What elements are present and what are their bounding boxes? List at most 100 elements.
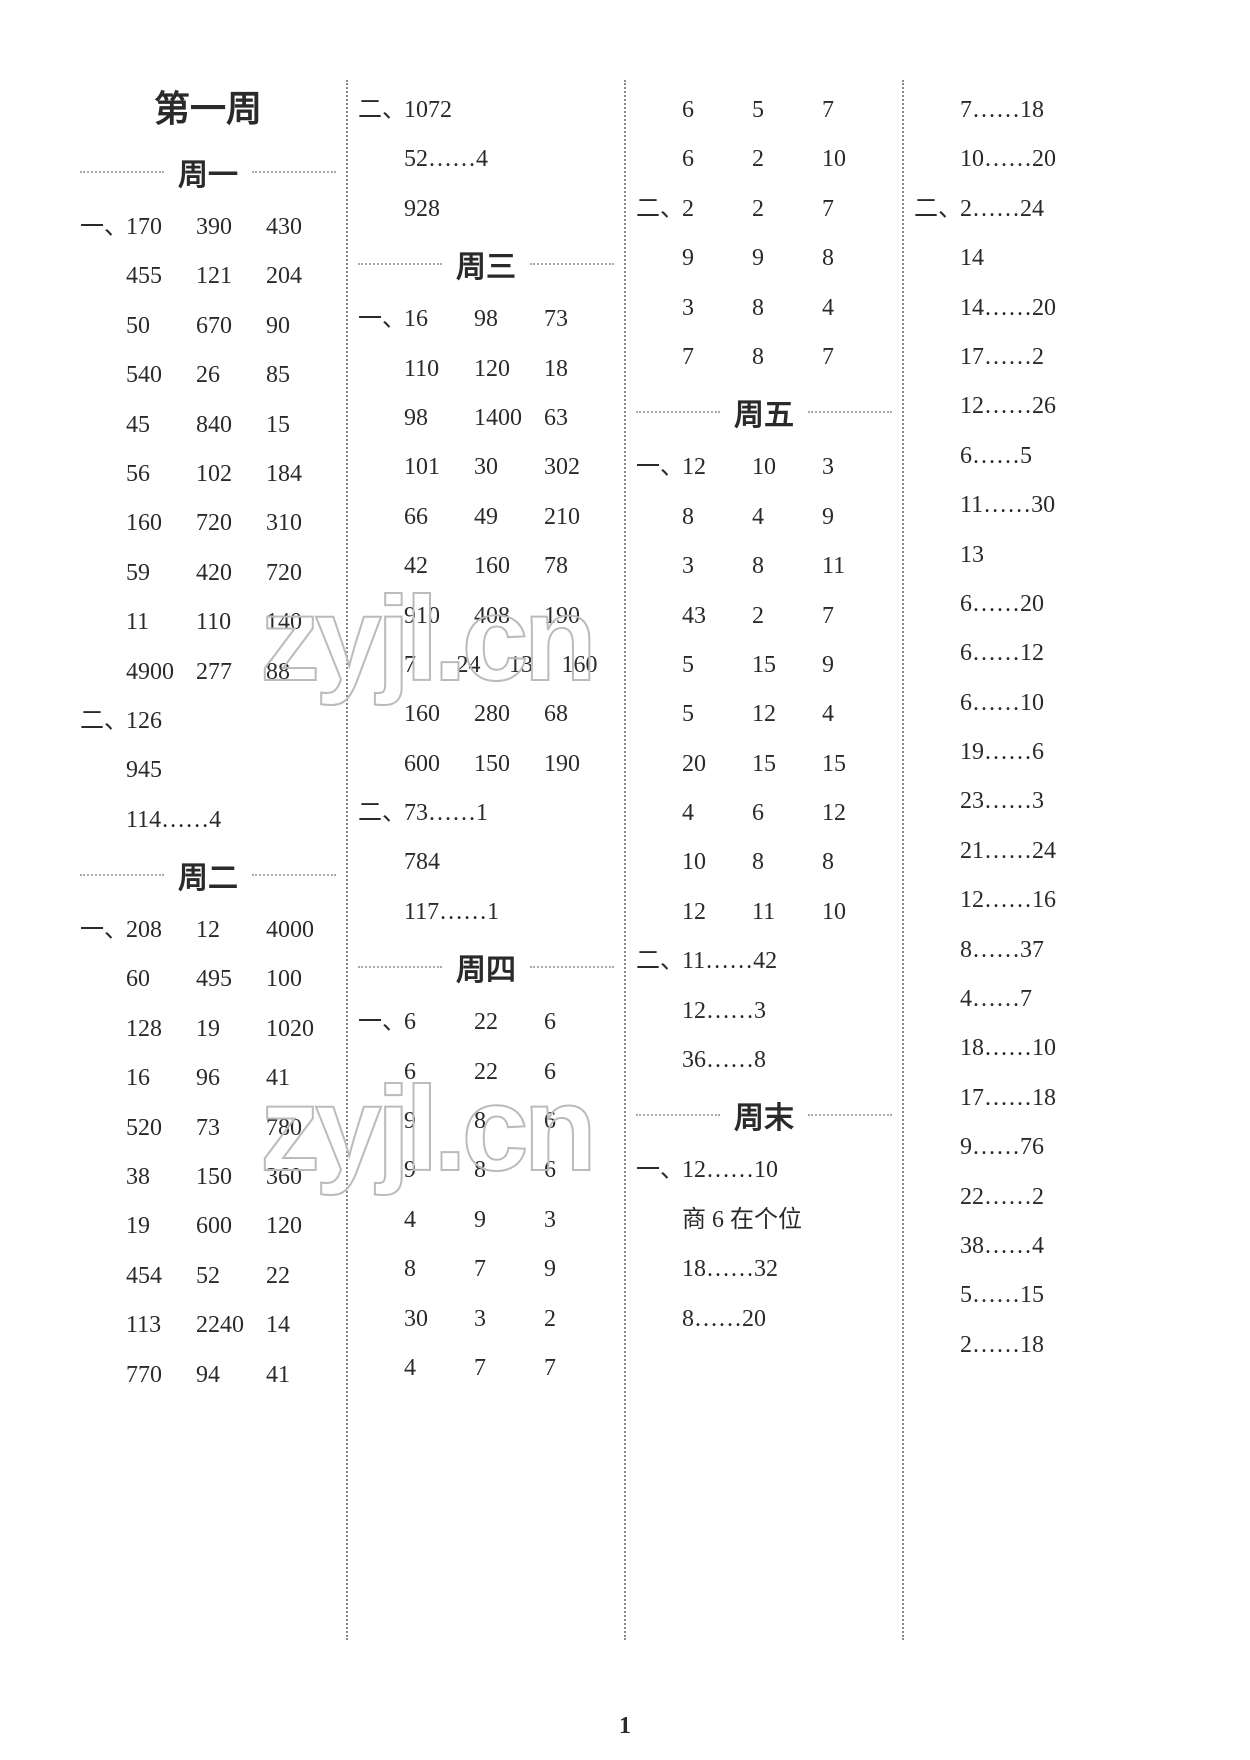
cell: 11 — [752, 893, 822, 931]
cell: 7 — [474, 1250, 544, 1288]
cells: 10……20 — [960, 140, 1170, 178]
cells: 455121204 — [126, 257, 336, 295]
cell: 17……2 — [960, 338, 1170, 376]
cells: 10130302 — [404, 448, 614, 486]
cell: 15 — [266, 406, 336, 444]
cell: 13 — [960, 536, 1170, 574]
cell: 12……10 — [682, 1151, 892, 1189]
cell: 38 — [126, 1158, 196, 1196]
cell: 520 — [126, 1109, 196, 1147]
cells: 879 — [404, 1250, 614, 1288]
cell: 59 — [126, 554, 196, 592]
cell: 88 — [266, 653, 336, 691]
cells: 6649210 — [404, 498, 614, 536]
cell: 6 — [752, 794, 822, 832]
cell: 784 — [404, 843, 614, 881]
cell: 5 — [752, 91, 822, 129]
cells: 170390430 — [126, 208, 336, 246]
day-header: 周三 — [358, 242, 614, 286]
day-header: 周四 — [358, 945, 614, 989]
cell: 8……37 — [960, 931, 1170, 969]
cell: 16 — [126, 1059, 196, 1097]
cell: 15 — [822, 745, 892, 783]
data-row: 一、170390430 — [80, 208, 336, 246]
data-row: 455121204 — [80, 257, 336, 295]
cell: 12 — [682, 448, 752, 486]
data-row: 二、126 — [80, 702, 336, 740]
section-marker: 一、 — [80, 208, 126, 246]
data-row: 72413160 — [358, 646, 614, 684]
cells: 38……4 — [960, 1227, 1170, 1265]
data-row: 201515 — [636, 745, 892, 783]
cell: 9 — [404, 1102, 474, 1140]
cell: 8 — [752, 547, 822, 585]
cell: 12……3 — [682, 992, 892, 1030]
cells: 121110 — [682, 893, 892, 931]
cell: 30 — [474, 448, 544, 486]
section-marker: 二、 — [914, 190, 960, 228]
data-row: 二、1072 — [358, 91, 614, 129]
cell: 68 — [544, 695, 614, 733]
cells: 16028068 — [404, 695, 614, 733]
cell: 6 — [682, 140, 752, 178]
cell: 94 — [196, 1356, 266, 1394]
cells: 117……1 — [404, 893, 614, 931]
dots-line — [358, 966, 442, 968]
data-row: 945 — [80, 751, 336, 789]
cell: 8 — [822, 239, 892, 277]
cell: 6 — [404, 1053, 474, 1091]
cells: 12……3 — [682, 992, 892, 1030]
cells: 113224014 — [126, 1306, 336, 1344]
cell: 73……1 — [404, 794, 614, 832]
data-row: 121110 — [636, 893, 892, 931]
data-row: 849 — [636, 498, 892, 536]
cell: 50 — [126, 307, 196, 345]
cell: 4 — [822, 695, 892, 733]
cells: 998 — [682, 239, 892, 277]
data-row: 4327 — [636, 597, 892, 635]
data-row: 52073780 — [80, 1109, 336, 1147]
data-row: 4584015 — [80, 406, 336, 444]
data-row: 6……5 — [914, 437, 1170, 475]
cell: 170 — [126, 208, 196, 246]
cells: 5159 — [682, 646, 892, 684]
cell: 60 — [126, 960, 196, 998]
cell: 430 — [266, 208, 336, 246]
cell: 600 — [196, 1207, 266, 1245]
cell: 6……20 — [960, 585, 1170, 623]
cell: 160 — [404, 695, 474, 733]
dots-line — [808, 1114, 892, 1116]
data-row: 3032 — [358, 1300, 614, 1338]
data-row: 59420720 — [80, 554, 336, 592]
cells: 7709441 — [126, 1356, 336, 1394]
cell: 4 — [404, 1201, 474, 1239]
cell: 360 — [266, 1158, 336, 1196]
cell: 4000 — [266, 911, 336, 949]
cell: 3 — [474, 1300, 544, 1338]
cell: 670 — [196, 307, 266, 345]
cell: 420 — [196, 554, 266, 592]
cell: 22 — [266, 1257, 336, 1295]
cells: 73……1 — [404, 794, 614, 832]
cell: 14……20 — [960, 289, 1170, 327]
cell: 15 — [752, 745, 822, 783]
cell: 150 — [474, 745, 544, 783]
cell: 6 — [682, 91, 752, 129]
cells: 12……10 — [682, 1151, 892, 1189]
cell: 7 — [404, 646, 457, 684]
cells: 23……3 — [960, 782, 1170, 820]
cell: 4900 — [126, 653, 196, 691]
cell: 7 — [822, 338, 892, 376]
cell: 14 — [266, 1306, 336, 1344]
cell: 780 — [266, 1109, 336, 1147]
data-row: 5124 — [636, 695, 892, 733]
dots-line — [808, 411, 892, 413]
cells: 169641 — [126, 1059, 336, 1097]
data-row: 6210 — [636, 140, 892, 178]
cell: 42 — [404, 547, 474, 585]
cells: 4584015 — [126, 406, 336, 444]
cell: 52……4 — [404, 140, 614, 178]
cell: 45 — [126, 406, 196, 444]
cells: 14……20 — [960, 289, 1170, 327]
cells: 2……24 — [960, 190, 1170, 228]
